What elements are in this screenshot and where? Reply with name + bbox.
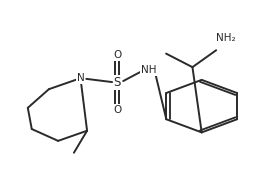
Text: NH: NH <box>141 65 157 75</box>
Text: O: O <box>113 104 122 114</box>
Text: NH₂: NH₂ <box>215 33 235 43</box>
Text: O: O <box>113 50 122 60</box>
Text: N: N <box>77 73 84 83</box>
Text: S: S <box>114 76 121 89</box>
